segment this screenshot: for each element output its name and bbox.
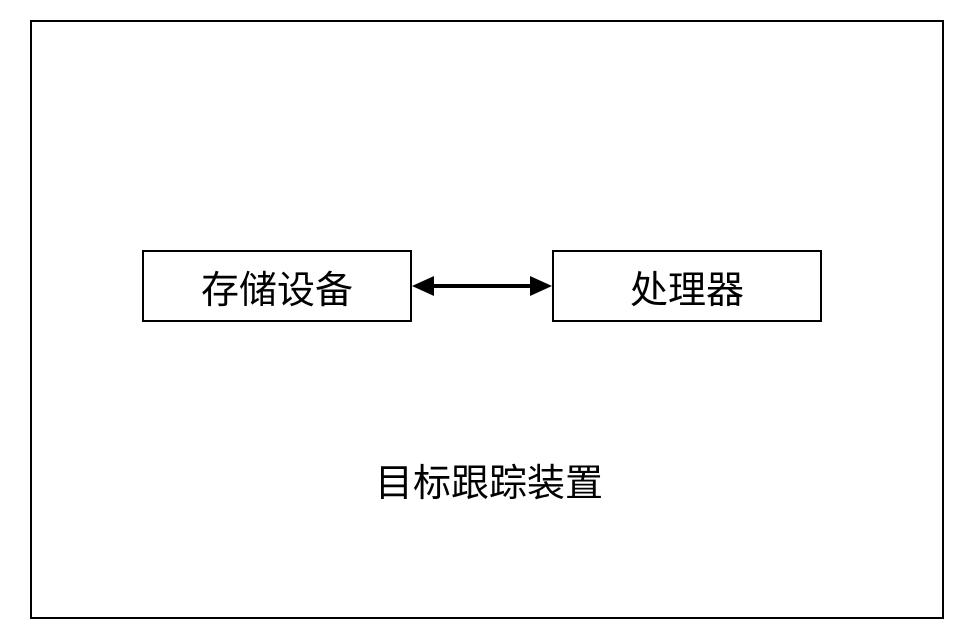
processor-label: 处理器 — [630, 259, 744, 314]
storage-block: 存储设备 — [142, 250, 412, 322]
bidirectional-arrow — [412, 270, 552, 302]
storage-label: 存储设备 — [201, 259, 353, 314]
device-title: 目标跟踪装置 — [32, 452, 946, 507]
outer-container: 存储设备 处理器 目标跟踪装置 — [30, 20, 944, 619]
processor-block: 处理器 — [552, 250, 822, 322]
